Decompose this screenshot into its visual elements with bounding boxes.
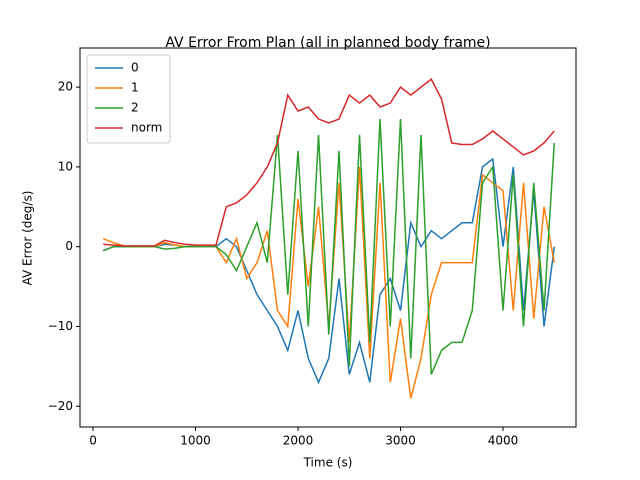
- x-tick-label: 3000: [385, 434, 416, 448]
- y-tick-label: −10: [48, 319, 73, 333]
- legend-label: 2: [131, 101, 139, 115]
- legend-label: 1: [131, 81, 139, 95]
- x-tick-label: 1000: [180, 434, 211, 448]
- y-tick-label: −20: [48, 399, 73, 413]
- legend-label: norm: [131, 121, 162, 135]
- series-line: [102, 166, 556, 399]
- x-tick-label: 0: [89, 434, 97, 448]
- x-tick-label: 2000: [283, 434, 314, 448]
- y-tick-label: 10: [58, 159, 73, 173]
- series-line: [102, 157, 556, 385]
- series-line: [102, 118, 556, 375]
- plot-frame: [79, 47, 577, 428]
- y-tick-label: 20: [58, 80, 73, 94]
- series-line: [103, 77, 555, 247]
- y-tick-label: 0: [65, 239, 73, 253]
- legend-label: 0: [131, 61, 139, 75]
- legend-box: [86, 54, 171, 144]
- chart-title: AV Error From Plan (all in planned body …: [165, 35, 490, 51]
- x-tick-label: 4000: [488, 434, 519, 448]
- y-axis-label: AV Error (deg/s): [21, 191, 35, 286]
- x-axis-label: Time (s): [303, 456, 353, 470]
